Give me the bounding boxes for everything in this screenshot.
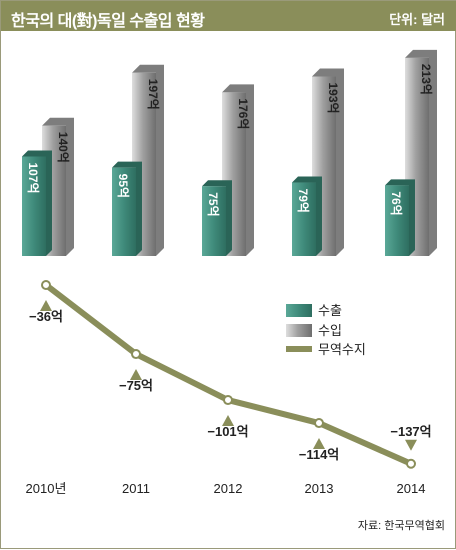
import-value-label: 176억	[236, 98, 250, 129]
trade-balance-value-label: −114억	[299, 447, 340, 462]
import-value-label: 197억	[146, 79, 160, 110]
trade-balance-marker	[313, 438, 325, 450]
export-bar	[22, 156, 46, 256]
legend-export-label: 수출	[318, 303, 342, 318]
legend-import-swatch	[286, 324, 312, 337]
legend-export-swatch	[286, 304, 312, 317]
export-bar	[112, 167, 136, 256]
export-value-label: 75억	[206, 192, 220, 216]
x-axis-tick-label: 2014	[397, 481, 426, 496]
trade-balance-value-label: −75억	[119, 378, 153, 393]
x-axis-tick-label: 2011	[122, 481, 150, 496]
trade-balance-point	[41, 280, 51, 290]
trade-balance-point	[314, 418, 324, 429]
export-value-label: 79억	[296, 189, 310, 213]
legend-balance-label: 무역수지	[318, 342, 366, 357]
export-bar	[292, 182, 316, 256]
x-axis-tick-label: 2012	[214, 481, 243, 496]
trade-balance-point	[223, 395, 233, 406]
x-axis-tick-label: 2013	[305, 481, 334, 496]
trade-balance-point	[406, 458, 416, 469]
trade-balance-point	[131, 349, 141, 360]
x-axis-tick-label: 2010년	[26, 481, 67, 496]
trade-balance-marker	[130, 369, 142, 381]
source-note: 자료: 한국무역협회	[358, 519, 445, 532]
unit-label: 단위: 달러	[389, 12, 445, 27]
trade-balance-marker	[222, 415, 234, 427]
trade-balance-marker	[405, 439, 417, 451]
trade-balance-value-label: −137억	[390, 424, 431, 439]
export-value-label: 107억	[26, 162, 40, 193]
export-bar	[385, 185, 409, 256]
export-bar	[202, 186, 226, 256]
import-value-label: 193억	[326, 83, 340, 114]
title-bar: 한국의 대(對)독일 수출입 현황 단위: 달러	[1, 1, 456, 31]
legend-import-label: 수입	[318, 323, 342, 338]
trade-balance-value-label: −36억	[29, 309, 63, 324]
export-value-label: 95억	[116, 174, 130, 198]
export-value-label: 76억	[389, 191, 403, 215]
trade-balance-value-label: −101억	[207, 424, 248, 439]
import-value-label: 140억	[56, 132, 70, 163]
chart-title: 한국의 대(對)독일 수출입 현황	[11, 13, 205, 30]
import-value-label: 213억	[419, 64, 433, 95]
trade-balance-marker	[40, 300, 52, 311]
